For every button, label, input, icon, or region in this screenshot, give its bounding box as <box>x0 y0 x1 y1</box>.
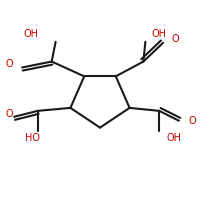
Text: OH: OH <box>151 29 166 39</box>
Text: O: O <box>189 116 196 126</box>
Text: O: O <box>171 34 179 44</box>
Text: OH: OH <box>167 133 182 143</box>
Text: O: O <box>5 59 13 69</box>
Text: OH: OH <box>24 29 39 39</box>
Text: HO: HO <box>25 133 40 143</box>
Text: O: O <box>5 109 13 119</box>
